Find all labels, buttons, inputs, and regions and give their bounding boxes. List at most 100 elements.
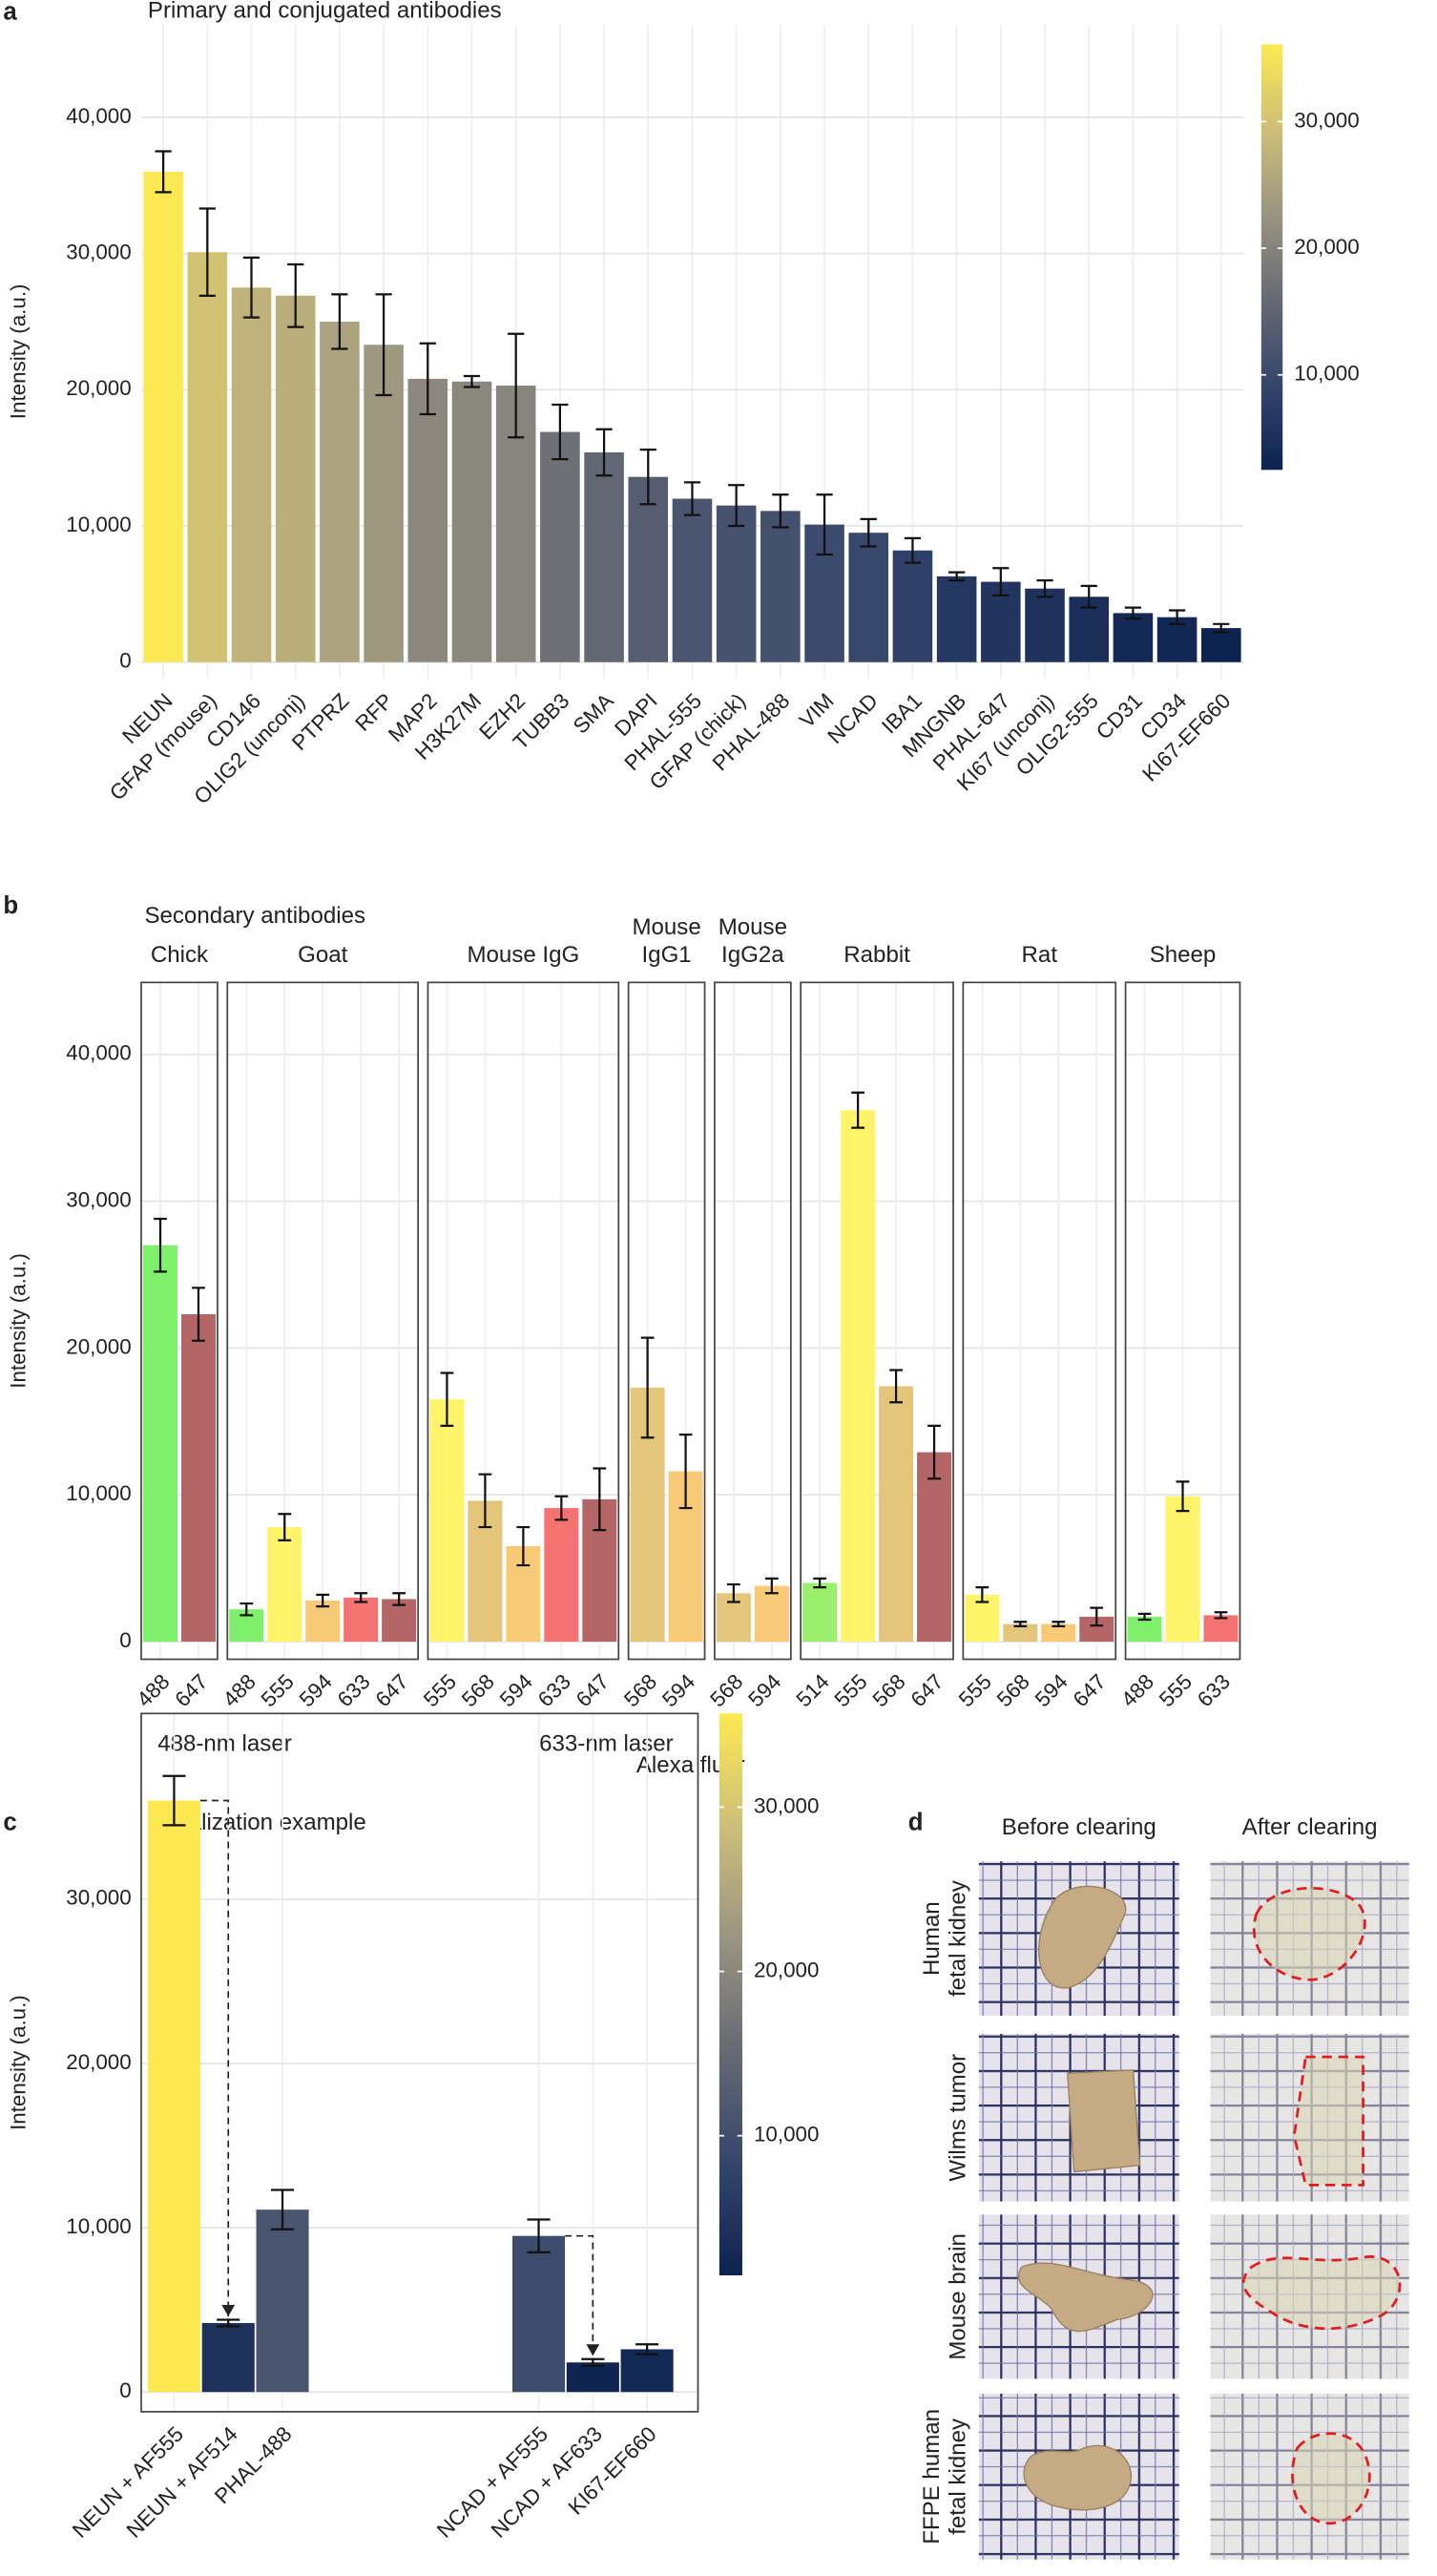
tissue	[1017, 2262, 1154, 2333]
x-tick-label: 647	[572, 1669, 614, 1711]
bar	[841, 1110, 876, 1643]
error-bar	[1052, 1621, 1066, 1628]
x-tick-label: 488	[1116, 1669, 1158, 1711]
error-bar	[927, 1424, 941, 1480]
error-bar	[860, 517, 877, 548]
y-tick-label: 20,000	[66, 1334, 131, 1358]
error-bar	[889, 1369, 903, 1404]
error-bar	[419, 342, 436, 416]
row-label: FFPE human	[919, 2409, 945, 2545]
bar	[320, 321, 360, 662]
y-tick-label: 40,000	[66, 1041, 131, 1065]
bar	[544, 1508, 579, 1643]
group-label: 633-nm laser	[539, 1730, 674, 1756]
colorbar	[718, 1713, 742, 2276]
colorbar-label: 10,000	[754, 2123, 819, 2147]
error-bar	[726, 1582, 740, 1603]
error-bar	[1169, 609, 1186, 625]
facet-label: Goat	[298, 942, 348, 968]
error-bar	[316, 1593, 330, 1608]
bar	[1041, 1623, 1076, 1643]
error-bar	[975, 1586, 989, 1603]
error-bar	[1090, 1606, 1104, 1627]
error-bar	[851, 1091, 864, 1129]
error-bar	[772, 493, 789, 529]
row-label: Mouse brain	[946, 2233, 971, 2360]
x-tick-label: 555	[257, 1669, 299, 1711]
cleared-tissue	[1241, 2255, 1402, 2331]
x-tick-label: 488	[219, 1669, 260, 1711]
error-bar	[593, 1467, 607, 1532]
row-label: fetal kidney	[946, 2419, 971, 2535]
bar	[1127, 1616, 1162, 1643]
tissue	[1038, 1885, 1127, 1989]
error-bar	[1213, 622, 1230, 634]
facet-label: Mouse	[718, 914, 787, 940]
x-tick-label: 568	[705, 1669, 747, 1711]
facet-label: IgG2a	[721, 942, 784, 968]
cleared-tissue	[1292, 2055, 1364, 2187]
error-bar	[242, 256, 260, 319]
bar	[231, 287, 272, 662]
bar	[620, 2349, 674, 2393]
error-bar	[217, 2318, 240, 2328]
bar	[628, 476, 669, 662]
arrow-head	[221, 2304, 236, 2317]
error-bar	[764, 1577, 779, 1595]
bar	[566, 2362, 619, 2393]
bar	[892, 550, 933, 662]
x-tick-label: 568	[457, 1669, 499, 1711]
error-bar	[162, 1774, 186, 1827]
y-axis-label: Intensity (a.u.)	[7, 1995, 31, 2130]
error-bar	[683, 481, 701, 516]
bar	[879, 1386, 914, 1643]
row-label: fetal kidney	[946, 1880, 971, 1997]
error-bar	[1080, 584, 1097, 609]
bar	[143, 171, 183, 662]
equalization-arrow	[199, 1799, 230, 2317]
row-label: Human	[919, 1901, 945, 1976]
arrow-head	[586, 2344, 600, 2356]
bar	[180, 1314, 216, 1643]
error-bar	[1036, 579, 1053, 598]
x-tick-label: 555	[1155, 1669, 1197, 1711]
error-bar	[1137, 1612, 1152, 1622]
row-label: Wilms tumor	[946, 2054, 971, 2182]
error-bar	[154, 1217, 167, 1273]
colorbar-label: 20,000	[754, 1958, 819, 1981]
colorbar-label: 30,000	[1294, 108, 1359, 132]
y-tick-label: 0	[119, 649, 131, 673]
bar	[275, 295, 316, 662]
error-bar	[948, 571, 966, 582]
bar	[754, 1585, 789, 1643]
error-bar	[463, 374, 481, 388]
x-tick-label: 633	[1193, 1669, 1235, 1711]
bar	[256, 2209, 309, 2393]
y-tick-label: 40,000	[66, 104, 131, 128]
bar	[1165, 1496, 1200, 1643]
x-tick-label: 647	[1069, 1669, 1111, 1711]
bar	[1025, 588, 1065, 662]
y-tick-label: 30,000	[66, 1187, 131, 1211]
error-bar	[270, 2189, 295, 2230]
colorbar	[1260, 44, 1283, 471]
error-bar	[678, 1434, 693, 1510]
error-bar	[155, 150, 172, 194]
y-tick-label: 10,000	[66, 1481, 131, 1505]
panel-label: a	[3, 0, 17, 26]
y-axis-label: Intensity (a.u.)	[7, 284, 31, 420]
error-bar	[375, 293, 392, 397]
error-bar	[192, 1287, 205, 1342]
bar	[917, 1452, 952, 1643]
bar	[267, 1527, 302, 1643]
error-bar	[992, 567, 1010, 597]
x-tick-label: 647	[906, 1669, 948, 1711]
error-bar	[331, 293, 348, 350]
facet-label: Rabbit	[843, 942, 910, 968]
x-tick-label: CD31	[1092, 689, 1147, 744]
error-bar	[1013, 1621, 1028, 1628]
facet-label: Rat	[1022, 942, 1058, 968]
cleared-tissue	[1291, 2432, 1371, 2525]
